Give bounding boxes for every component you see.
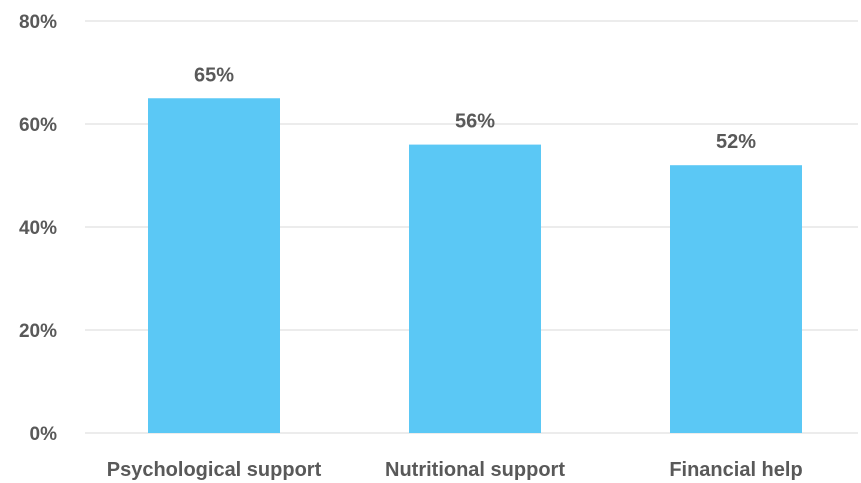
bar	[670, 165, 802, 433]
category-label: Psychological support	[107, 459, 322, 481]
y-tick-label: 40%	[19, 218, 57, 239]
bar	[409, 144, 541, 433]
data-label: 65%	[194, 64, 234, 86]
y-tick-label: 80%	[19, 12, 57, 33]
data-label: 56%	[455, 111, 495, 133]
y-tick-label: 20%	[19, 321, 57, 342]
data-label: 52%	[716, 131, 756, 153]
data-labels: 65% 56% 52%	[194, 64, 756, 153]
category-label: Financial help	[669, 459, 802, 481]
bar	[148, 98, 280, 433]
y-tick-label: 60%	[19, 115, 57, 136]
category-label: Nutritional support	[385, 459, 565, 481]
y-axis-ticks: 0% 20% 40% 60% 80%	[19, 12, 57, 445]
y-tick-label: 0%	[30, 424, 58, 445]
bars	[148, 98, 802, 433]
x-axis-categories: Psychological support Nutritional support…	[107, 459, 803, 481]
